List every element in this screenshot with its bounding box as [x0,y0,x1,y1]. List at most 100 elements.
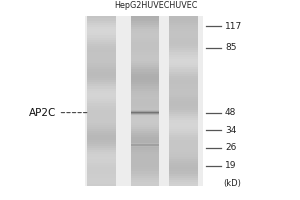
Bar [87,23,116,25]
Bar [87,42,116,44]
Bar [169,182,198,184]
Bar [87,84,116,86]
Bar [87,165,116,167]
Bar [87,31,116,33]
Bar [130,106,159,108]
Bar [130,145,159,146]
Bar [87,167,116,169]
Bar [169,35,198,38]
Bar [87,171,116,174]
Bar [130,72,159,74]
Bar [87,106,116,108]
Bar [87,67,116,69]
Bar [87,125,116,127]
Bar [87,123,116,125]
Bar [169,125,198,127]
Bar [169,135,198,137]
Bar [130,55,159,57]
Bar [169,131,198,133]
Bar [87,131,116,133]
Bar [169,165,198,167]
Bar [169,127,198,129]
Bar [130,146,159,148]
Bar [87,152,116,154]
Bar [130,33,159,35]
Bar [169,176,198,178]
Bar [130,82,159,84]
Bar [169,157,198,159]
Bar [130,69,159,72]
Bar [130,18,159,21]
Bar [130,148,159,150]
Bar [169,82,198,84]
Bar [130,171,159,174]
Bar [169,78,198,80]
Bar [87,137,116,140]
Bar [87,35,116,38]
Bar [87,82,116,84]
Bar [130,86,159,89]
Bar [130,74,159,76]
Bar [130,110,159,112]
Bar [169,63,198,65]
Bar [130,40,159,42]
Bar [169,148,198,150]
Bar [130,38,159,40]
Bar [169,84,198,86]
Bar [169,110,198,112]
Bar [169,174,198,176]
Bar [130,114,159,116]
Bar [87,133,116,135]
Bar [169,133,198,135]
Bar [130,142,159,144]
Bar [130,103,159,106]
Bar [87,18,116,21]
Bar [87,74,116,76]
Bar [87,59,116,61]
Bar [85,16,202,186]
Bar [87,97,116,99]
Bar [87,180,116,182]
Bar [130,182,159,184]
Bar [169,76,198,78]
Bar [169,93,198,95]
Bar [87,99,116,101]
Bar [130,99,159,101]
Bar [87,127,116,129]
Bar [169,140,198,142]
Bar [130,57,159,59]
Bar [130,63,159,65]
Bar [130,48,159,50]
Text: 26: 26 [225,143,236,152]
Bar [169,52,198,55]
Bar [87,178,116,180]
Bar [169,42,198,44]
Bar [87,86,116,89]
Bar [130,97,159,99]
Bar [169,159,198,161]
Bar [169,118,198,120]
Bar [87,135,116,137]
Bar [130,111,159,112]
Bar [130,93,159,95]
Bar [130,59,159,61]
Bar [87,21,116,23]
Bar [130,16,159,18]
Bar [87,103,116,106]
Bar [130,154,159,157]
Bar [87,25,116,27]
Bar [169,33,198,35]
Bar [87,157,116,159]
Bar [169,16,198,18]
Bar [130,135,159,137]
Bar [130,163,159,165]
Bar [169,97,198,99]
Bar [130,27,159,29]
Bar [130,140,159,142]
Bar [130,91,159,93]
Bar [87,89,116,91]
Bar [87,33,116,35]
Bar [130,108,159,110]
Bar [87,174,116,176]
Bar [130,61,159,63]
